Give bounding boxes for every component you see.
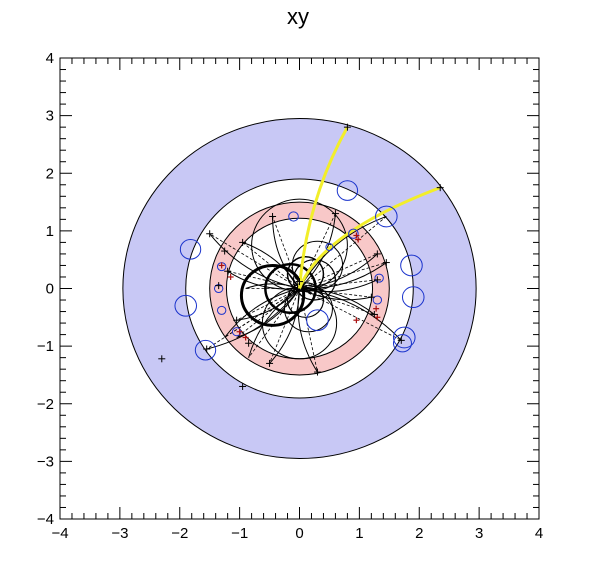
y-tick-label: 2 (46, 165, 54, 182)
hit-circle-17 (216, 305, 227, 315)
curved-track-3 (248, 288, 300, 358)
y-tick-label: −4 (37, 511, 54, 528)
hit-circle-10 (288, 211, 299, 222)
hit-circle-9 (306, 309, 329, 332)
cross-marker-6 (245, 339, 253, 347)
red-marker-0 (218, 262, 225, 269)
cross-marker-12 (343, 123, 351, 131)
curved-track-9 (299, 253, 378, 289)
x-tick-label: −4 (51, 525, 68, 542)
hit-circle-8 (194, 339, 217, 361)
y-tick-label: 3 (46, 108, 54, 125)
y-tick-label: 4 (46, 50, 54, 67)
x-tick-label: 4 (535, 525, 543, 542)
y-tick-label: −3 (37, 453, 54, 470)
highlight-track-0 (298, 126, 349, 289)
cross-marker-8 (313, 368, 321, 376)
cross-marker-18 (367, 293, 375, 301)
cross-marker-9 (370, 310, 378, 318)
track-line-8 (299, 288, 375, 315)
curved-track-1 (242, 241, 300, 289)
track-line-6 (269, 288, 300, 364)
hit-circle-5 (393, 334, 412, 353)
cross-marker-19 (382, 259, 390, 267)
curling-track-0 (239, 263, 306, 327)
x-tick-label: −3 (111, 525, 128, 542)
x-tick-label: 2 (415, 525, 423, 542)
red-marker-7 (355, 236, 362, 243)
track-line-12 (236, 288, 300, 338)
track-line-3 (248, 288, 300, 358)
curling-track-3 (292, 259, 337, 301)
cross-marker-2 (239, 382, 247, 390)
red-marker-6 (353, 232, 360, 239)
red-marker-8 (353, 317, 360, 324)
curved-track-0 (206, 288, 300, 350)
track-line-7 (299, 288, 318, 373)
track-line-10 (299, 216, 387, 289)
axes: −4 −3 −2 −1 0 1 2 3 4 −4 −3 −2 −1 0 1 2 3 4 (37, 50, 543, 542)
curved-track-7 (297, 288, 318, 373)
cross-marker-5 (215, 282, 223, 290)
hit-circle-6 (179, 239, 202, 260)
curling-track-5 (284, 285, 333, 333)
cross-marker-20 (239, 238, 247, 246)
track-line-14 (299, 288, 402, 341)
curved-track-16 (272, 216, 300, 289)
hit-circle-4 (393, 326, 416, 349)
curved-track-6 (269, 288, 300, 364)
curved-track-10 (299, 215, 387, 289)
curved-track-15 (299, 279, 378, 293)
y-tick-label: 0 (46, 281, 54, 298)
hit-circle-3 (401, 286, 425, 309)
cross-marker-21 (224, 267, 232, 275)
cross-marker-0 (158, 355, 166, 363)
chart-title: xy (287, 4, 309, 29)
hit-circle-11 (325, 243, 334, 251)
cross-marker-16 (269, 212, 277, 220)
red-marker-1 (227, 273, 234, 280)
cross-marker-15 (233, 316, 241, 324)
curling-track-4 (286, 282, 325, 318)
cross-marker-14 (397, 336, 405, 344)
hit-circle-1 (375, 205, 398, 228)
curved-track-12 (236, 288, 300, 338)
track-line-9 (299, 253, 378, 289)
y-tick-label: −1 (37, 338, 54, 355)
x-tick-label: 1 (355, 525, 363, 542)
hit-circle-0 (336, 180, 359, 201)
hit-circle-13 (374, 273, 384, 283)
track-line-15 (299, 279, 378, 289)
hit-circle-12 (348, 228, 359, 239)
track-line-11 (299, 213, 336, 289)
red-marker-4 (236, 328, 243, 335)
highlight-track-1 (298, 186, 441, 290)
curling-track-7 (251, 198, 348, 292)
x-tick-label: −2 (171, 525, 188, 542)
hit-circle-7 (174, 294, 198, 317)
cross-marker-1 (203, 345, 211, 353)
red-marker-2 (373, 305, 380, 312)
cross-marker-11 (331, 210, 339, 218)
x-tick-label: 3 (475, 525, 483, 542)
x-tick-label: 0 (295, 525, 303, 542)
cross-marker-13 (436, 184, 444, 192)
x-tick-label: −1 (231, 525, 248, 542)
cross-marker-10 (373, 250, 381, 258)
cross-marker-22 (373, 276, 381, 284)
plot-area (122, 118, 477, 459)
hit-circle-2 (400, 254, 423, 277)
cross-marker-7 (266, 359, 274, 367)
cross-marker-3 (206, 230, 214, 238)
curved-track-4 (236, 288, 300, 321)
red-marker-5 (242, 334, 249, 341)
red-marker-3 (374, 314, 381, 321)
y-tick-label: 1 (46, 223, 54, 240)
cross-marker-4 (221, 247, 229, 255)
cross-marker-17 (296, 278, 303, 286)
y-tick-label: −2 (37, 396, 54, 413)
hit-circle-14 (372, 295, 383, 305)
